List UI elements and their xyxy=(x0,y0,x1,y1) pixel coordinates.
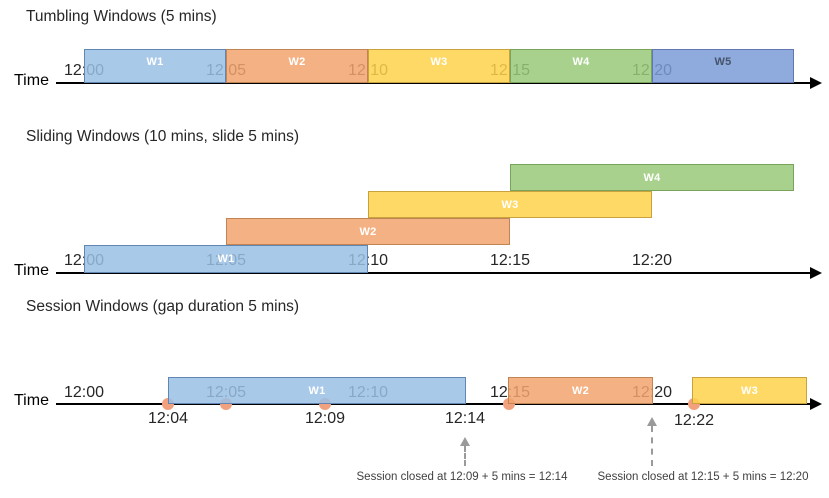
callout-arrowhead-icon-1220 xyxy=(647,417,657,426)
tumbling-time-axis xyxy=(56,82,812,84)
session-window-w2: W2 xyxy=(508,377,653,404)
event-time-1209: 12:09 xyxy=(304,410,346,427)
event-time-1204: 12:04 xyxy=(147,410,189,427)
tumbling-window-w2: W2 xyxy=(226,49,368,83)
sliding-window-w4: W4 xyxy=(510,164,794,191)
tumbling-window-w1: W1 xyxy=(84,49,226,83)
session-time-axis xyxy=(56,403,812,405)
session-axis-arrowhead-icon xyxy=(810,398,822,410)
event-time-1222: 12:22 xyxy=(673,412,715,429)
session-tick-1200: 12:00 xyxy=(63,384,105,401)
session-window-w3: W3 xyxy=(692,377,807,404)
session-closed-note-2: Session closed at 12:15 + 5 mins = 12:20 xyxy=(597,471,809,483)
tumbling-window-w5: W5 xyxy=(652,49,794,83)
sliding-axis-arrowhead-icon xyxy=(810,267,822,279)
callout-arrowhead-icon-1214 xyxy=(460,437,470,446)
sliding-window-w3: W3 xyxy=(368,191,652,218)
session-section-title: Session Windows (gap duration 5 mins) xyxy=(26,298,300,315)
sliding-window-w1: W1 xyxy=(84,245,368,273)
session-closed-note-1: Session closed at 12:09 + 5 mins = 12:14 xyxy=(356,471,568,483)
event-time-1214: 12:14 xyxy=(444,410,486,427)
sliding-section-title: Sliding Windows (10 mins, slide 5 mins) xyxy=(26,128,300,145)
callout-arrow-1220 xyxy=(651,426,653,466)
tumbling-section-title: Tumbling Windows (5 mins) xyxy=(26,8,217,25)
sliding-time-axis-label: Time xyxy=(14,262,49,279)
callout-arrow-1214 xyxy=(464,446,466,466)
tumbling-window-w3: W3 xyxy=(368,49,510,83)
tumbling-window-w4: W4 xyxy=(510,49,652,83)
session-window-w1: W1 xyxy=(168,377,466,404)
session-time-axis-label: Time xyxy=(14,392,49,409)
tumbling-time-axis-label: Time xyxy=(14,72,49,89)
tumbling-axis-arrowhead-icon xyxy=(810,77,822,89)
sliding-time-axis xyxy=(56,272,812,274)
sliding-tick-1215: 12:15 xyxy=(489,252,531,269)
sliding-tick-1220: 12:20 xyxy=(631,252,673,269)
sliding-window-w2: W2 xyxy=(226,218,510,245)
